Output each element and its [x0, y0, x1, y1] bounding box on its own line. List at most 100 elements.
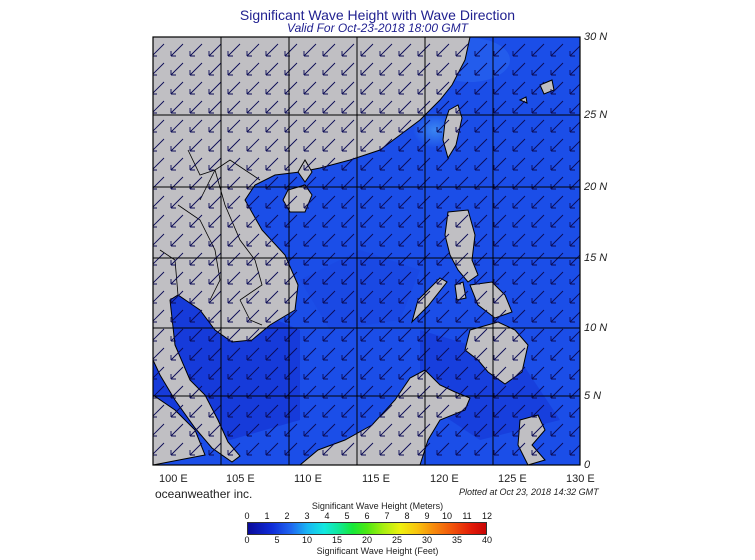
- direction-arrow: [379, 157, 393, 171]
- direction-arrow: [208, 442, 222, 456]
- direction-arrow: [303, 100, 317, 114]
- direction-arrow: [322, 119, 336, 133]
- direction-arrow: [379, 62, 393, 76]
- direction-arrow: [531, 81, 545, 95]
- direction-arrow: [208, 404, 222, 418]
- direction-arrow: [436, 157, 450, 171]
- direction-arrow: [512, 366, 526, 380]
- direction-arrow: [569, 254, 580, 266]
- direction-arrow: [569, 197, 580, 209]
- direction-arrow: [170, 366, 184, 380]
- plotted-timestamp: Plotted at Oct 23, 2018 14:32 GMT: [459, 487, 599, 497]
- map-subtitle: Valid For Oct-23-2018 18:00 GMT: [287, 21, 468, 35]
- direction-arrow: [493, 157, 507, 171]
- direction-arrow: [436, 233, 450, 247]
- colorbar-meter-tick: 5: [344, 511, 350, 521]
- direction-arrow: [512, 442, 526, 456]
- direction-arrow: [153, 62, 165, 76]
- direction-arrow: [265, 404, 279, 418]
- direction-arrow: [436, 62, 450, 76]
- direction-arrow: [246, 100, 260, 114]
- direction-arrow: [550, 43, 564, 57]
- direction-arrow: [436, 309, 450, 323]
- direction-arrow: [360, 157, 374, 171]
- direction-arrow: [455, 347, 469, 361]
- direction-arrow: [569, 83, 580, 95]
- direction-arrow: [227, 347, 241, 361]
- direction-arrow: [436, 81, 450, 95]
- direction-arrow: [569, 406, 580, 418]
- direction-arrow: [189, 328, 203, 342]
- direction-arrow: [227, 290, 241, 304]
- direction-arrow: [341, 81, 355, 95]
- direction-arrow: [227, 81, 241, 95]
- direction-arrow: [474, 233, 488, 247]
- direction-arrow: [189, 214, 203, 228]
- direction-arrow: [208, 271, 222, 285]
- direction-arrow: [170, 138, 184, 152]
- direction-arrow: [531, 119, 545, 133]
- direction-arrow: [474, 138, 488, 152]
- direction-arrow: [455, 328, 469, 342]
- direction-arrow: [208, 119, 222, 133]
- direction-arrow: [360, 138, 374, 152]
- direction-arrow: [322, 404, 336, 418]
- colorbar-feet-title: Significant Wave Height (Feet): [316, 546, 439, 556]
- direction-arrow: [455, 423, 469, 437]
- direction-arrow: [360, 309, 374, 323]
- direction-arrow: [512, 157, 526, 171]
- direction-arrow: [512, 119, 526, 133]
- direction-arrow: [265, 233, 279, 247]
- direction-arrow: [474, 62, 488, 76]
- direction-arrow: [170, 290, 184, 304]
- direction-arrow: [227, 271, 241, 285]
- direction-arrow: [153, 366, 165, 380]
- direction-arrow: [550, 423, 564, 437]
- direction-arrow: [322, 271, 336, 285]
- direction-arrow: [265, 290, 279, 304]
- direction-arrow: [474, 347, 488, 361]
- direction-arrow: [436, 252, 450, 266]
- direction-arrow: [265, 43, 279, 57]
- colorbar-feet-tick: 5: [274, 535, 280, 545]
- direction-arrow: [189, 43, 203, 57]
- direction-arrow: [227, 43, 241, 57]
- direction-arrow: [153, 423, 165, 437]
- direction-arrow: [455, 366, 469, 380]
- direction-arrow: [322, 157, 336, 171]
- direction-arrow: [189, 404, 203, 418]
- direction-arrow: [360, 195, 374, 209]
- direction-arrow: [322, 252, 336, 266]
- direction-arrow: [189, 442, 203, 456]
- direction-arrow: [341, 252, 355, 266]
- direction-arrow: [170, 252, 184, 266]
- direction-arrow: [493, 404, 507, 418]
- lon-label-130e: 130 E: [566, 473, 595, 485]
- direction-arrow: [493, 423, 507, 437]
- direction-arrow: [512, 252, 526, 266]
- direction-arrow: [303, 157, 317, 171]
- direction-arrow: [341, 442, 355, 456]
- direction-arrow: [303, 347, 317, 361]
- direction-arrow: [474, 366, 488, 380]
- direction-arrow: [265, 195, 279, 209]
- direction-arrow: [170, 157, 184, 171]
- direction-arrow: [246, 252, 260, 266]
- direction-arrow: [493, 119, 507, 133]
- direction-arrow: [550, 366, 564, 380]
- direction-arrow: [341, 195, 355, 209]
- colorbar-meter-tick: 1: [264, 511, 270, 521]
- colorbar-meter-tick: 10: [441, 511, 453, 521]
- direction-arrow: [227, 214, 241, 228]
- direction-arrow: [170, 43, 184, 57]
- direction-arrow: [512, 138, 526, 152]
- direction-arrow: [455, 138, 469, 152]
- direction-arrow: [227, 309, 241, 323]
- direction-arrow: [531, 252, 545, 266]
- direction-arrow: [379, 442, 393, 456]
- direction-arrow: [398, 442, 412, 456]
- direction-arrow: [474, 214, 488, 228]
- direction-arrow: [379, 404, 393, 418]
- direction-arrow: [436, 290, 450, 304]
- direction-arrow: [455, 309, 469, 323]
